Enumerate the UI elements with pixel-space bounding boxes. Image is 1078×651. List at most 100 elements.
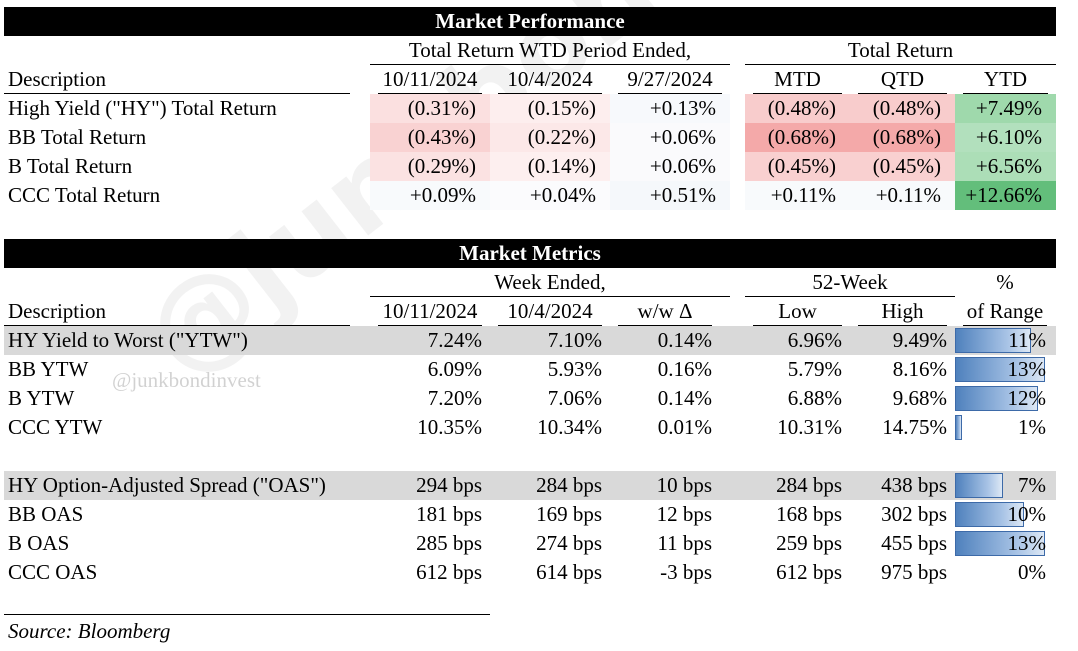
performance-column-header: QTD [880, 67, 925, 91]
performance-value: +0.04% [529, 183, 596, 207]
metrics-value: 10.31% [777, 415, 842, 439]
pct-of-range-value: 13% [1007, 357, 1047, 381]
column-underline [618, 93, 722, 94]
total-return-header: Total Return [847, 38, 954, 62]
pct-header-line2: of Range [966, 299, 1044, 323]
metrics-value: 5.79% [787, 357, 842, 381]
metrics-row-label: CCC YTW [8, 415, 103, 439]
heat-cell [850, 123, 955, 152]
performance-value: (0.45%) [872, 154, 941, 178]
heat-cell [370, 94, 490, 123]
metrics-value: 12 bps [656, 502, 712, 526]
pct-of-range-value: 10% [1007, 502, 1047, 526]
column-underline [753, 325, 842, 326]
performance-value: +7.49% [975, 96, 1042, 120]
performance-value: (0.22%) [527, 125, 596, 149]
performance-value: +0.51% [649, 183, 716, 207]
pct-of-range-bar [955, 357, 1045, 382]
metrics-value: 284 bps [776, 473, 842, 497]
performance-column-header: YTD [983, 67, 1028, 91]
column-underline [378, 93, 482, 94]
metrics-row-label: B YTW [8, 386, 75, 410]
performance-value: (0.45%) [767, 154, 836, 178]
heat-cell [745, 123, 850, 152]
pct-of-range-value: 7% [1018, 473, 1046, 497]
heat-cell [490, 94, 610, 123]
shaded-row-background [4, 326, 1056, 355]
performance-value: (0.43%) [407, 125, 476, 149]
performance-value: (0.29%) [407, 154, 476, 178]
performance-value: +0.11% [875, 183, 941, 207]
performance-column-header: 10/4/2024 [507, 67, 593, 91]
column-underline [753, 93, 842, 94]
heat-cell [490, 181, 610, 210]
heat-cell [490, 152, 610, 181]
metrics-value: 438 bps [881, 473, 947, 497]
metrics-row-label: CCC OAS [8, 560, 98, 584]
column-underline [858, 325, 947, 326]
metrics-value: 455 bps [881, 531, 947, 555]
performance-row-label: CCC Total Return [8, 183, 161, 207]
pct-of-range-bar [955, 502, 1024, 527]
metrics-row-label: BB YTW [8, 357, 89, 381]
heat-cell [610, 123, 730, 152]
metrics-row-label: B OAS [8, 531, 70, 555]
metrics-row-label: HY Yield to Worst ("YTW") [8, 328, 248, 352]
heat-cell [745, 181, 850, 210]
pct-of-range-bar [955, 328, 1031, 353]
metrics-value: 6.88% [787, 386, 842, 410]
pct-of-range-value: 11% [1008, 328, 1046, 352]
metrics-value: 168 bps [776, 502, 842, 526]
metrics-value: 285 bps [416, 531, 482, 555]
heat-cell [955, 152, 1056, 181]
pct-of-range-value: 12% [1007, 386, 1047, 410]
column-underline [963, 325, 1047, 326]
performance-column-header: 9/27/2024 [627, 67, 713, 91]
shaded-row-background [4, 471, 1056, 500]
market-metrics-title: Market Metrics [4, 239, 1056, 268]
pct-of-range-bar [955, 415, 962, 440]
metrics-row-label: HY Option-Adjusted Spread ("OAS") [8, 473, 326, 497]
pct-of-range-bar [955, 473, 1003, 498]
performance-value: +12.66% [965, 183, 1042, 207]
metrics-value: 169 bps [536, 502, 602, 526]
heat-cell [610, 94, 730, 123]
metrics-value: 8.16% [892, 357, 947, 381]
metrics-value: 259 bps [776, 531, 842, 555]
metrics-column-header: w/w Δ [637, 299, 693, 323]
metrics-value: 7.10% [547, 328, 602, 352]
performance-value: (0.31%) [407, 96, 476, 120]
metrics-value: 7.24% [427, 328, 482, 352]
52-week-header: 52-Week [812, 270, 888, 294]
metrics-value: 6.09% [427, 357, 482, 381]
pct-of-range-value: 13% [1007, 531, 1047, 555]
metrics-value: 181 bps [416, 502, 482, 526]
heat-cell [850, 181, 955, 210]
heat-cell [955, 181, 1056, 210]
metrics-column-header: 10/4/2024 [507, 299, 593, 323]
heat-cell [370, 152, 490, 181]
performance-value: +0.11% [770, 183, 836, 207]
metrics-value: 0.14% [657, 386, 712, 410]
performance-row-label: B Total Return [8, 154, 133, 178]
watermark-small: @junkbondinvest [112, 368, 261, 392]
pct-of-range-bar [955, 386, 1038, 411]
performance-value: (0.48%) [767, 96, 836, 120]
metrics-value: 294 bps [416, 473, 482, 497]
metrics-value: 6.96% [787, 328, 842, 352]
metrics-value: 9.49% [892, 328, 947, 352]
metrics-value: 5.93% [547, 357, 602, 381]
performance-value: +0.06% [649, 125, 716, 149]
market-performance-title: Market Performance [4, 7, 1056, 36]
total-return-wtd-header: Total Return WTD Period Ended, [408, 38, 692, 62]
heat-cell [955, 94, 1056, 123]
metrics-column-header: High [881, 299, 924, 323]
column-underline [498, 93, 602, 94]
column-underline [378, 325, 482, 326]
performance-value: (0.14%) [527, 154, 596, 178]
metrics-value: 10 bps [656, 473, 712, 497]
heat-cell [850, 94, 955, 123]
performance-value: +6.56% [975, 154, 1042, 178]
heat-cell [745, 94, 850, 123]
column-underline [498, 325, 602, 326]
